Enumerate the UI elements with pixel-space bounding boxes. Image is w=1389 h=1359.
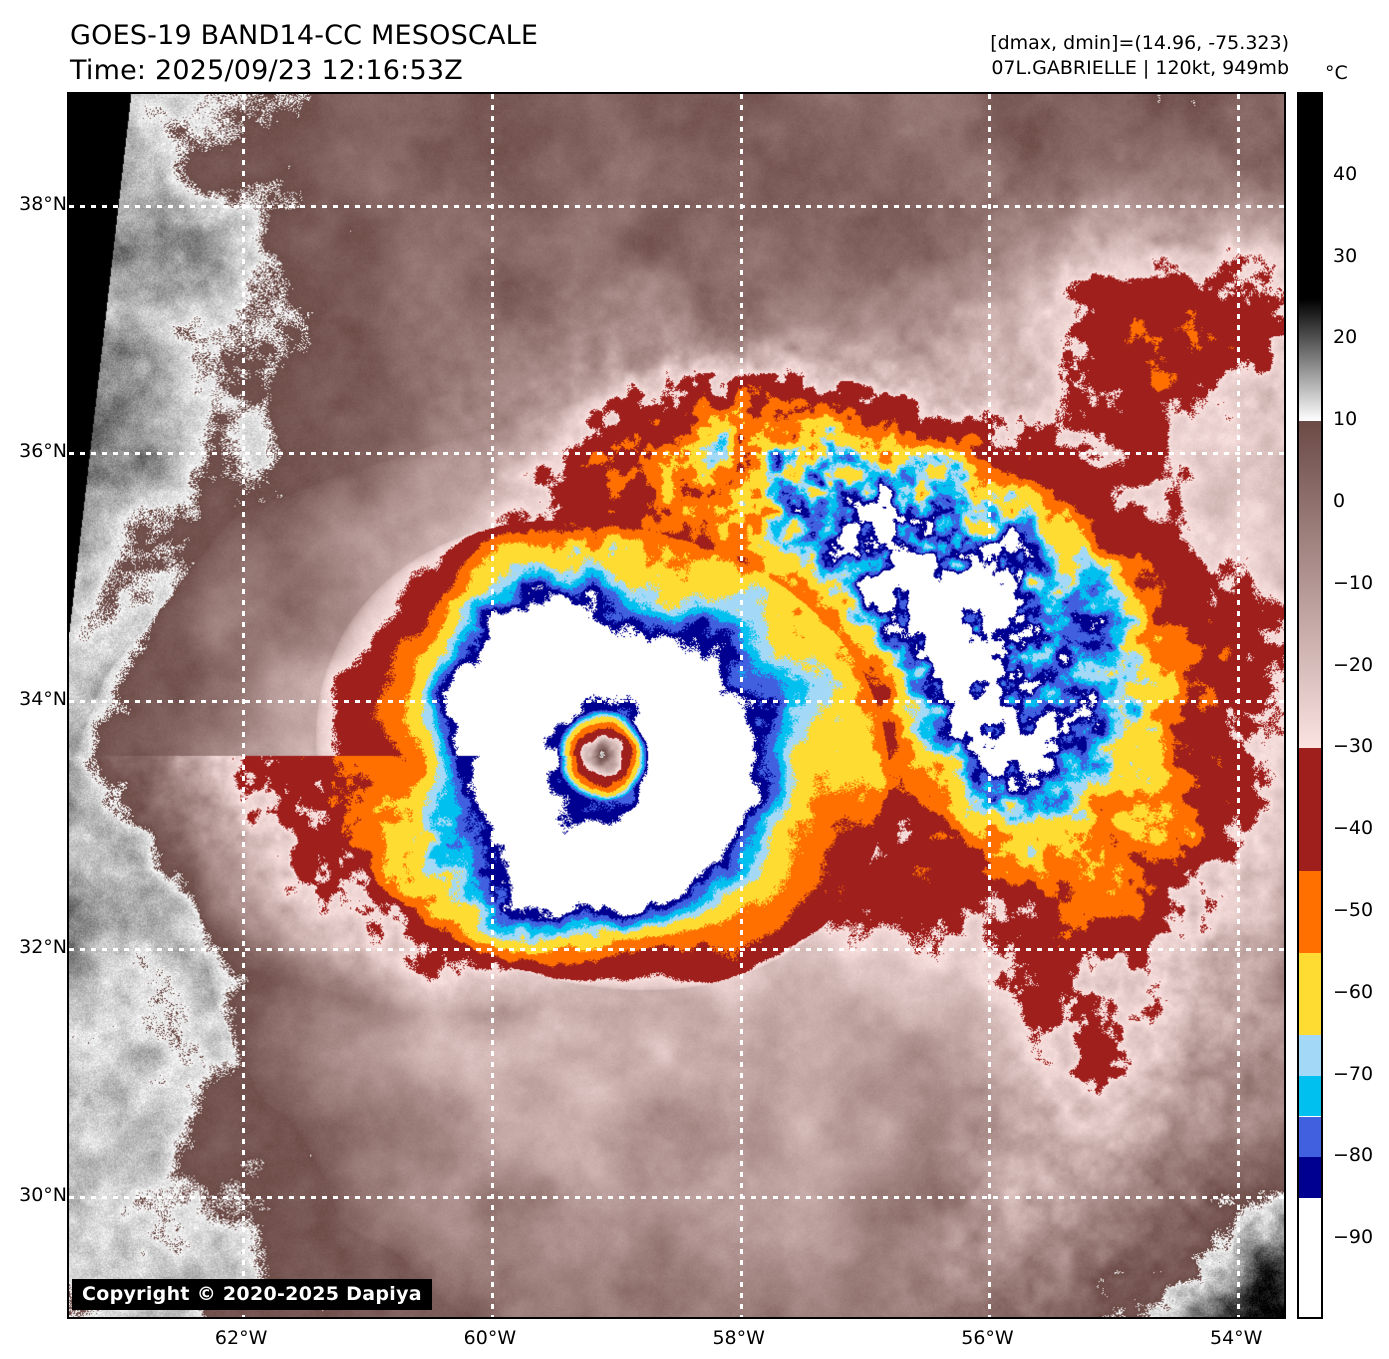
lat-tick-label-38: 38°N: [19, 192, 67, 215]
colorbar-tick-10: 10: [1333, 408, 1358, 431]
colorbar-tick--90: −90: [1333, 1226, 1374, 1249]
colorbar-gradient: [1299, 94, 1321, 1317]
satellite-imagery-canvas: [69, 94, 1284, 1317]
timestamp-line: Time: 2025/09/23 12:16:53Z: [70, 55, 463, 87]
colorbar-tick--20: −20: [1333, 653, 1374, 676]
title-block: GOES-19 BAND14-CC MESOSCALE Time: 2025/0…: [70, 18, 538, 88]
lat-tick-label-34: 34°N: [19, 688, 67, 711]
satellite-image-plot[interactable]: [67, 92, 1286, 1319]
colorbar-tick-40: 40: [1333, 162, 1358, 185]
colorbar-tick-0: 0: [1333, 490, 1346, 512]
colorbar-segment-orange: [1299, 871, 1321, 953]
lat-tick-label-32: 32°N: [19, 936, 67, 959]
metadata-block: [dmax, dmin]=(14.96, -75.323) 07L.GABRIE…: [990, 31, 1289, 82]
colorbar-segment-light-blue: [1299, 1034, 1321, 1076]
colorbar-tick--10: −10: [1333, 571, 1374, 594]
colorbar-segment-black-hot: [1299, 94, 1321, 299]
lon-tick-label-60: 60°W: [463, 1327, 517, 1349]
lon-tick-label-58: 58°W: [712, 1327, 765, 1349]
colorbar-segment-dark-red: [1299, 748, 1321, 872]
colorbar-segment-yellow: [1299, 952, 1321, 1035]
lon-tick-label-56: 56°W: [961, 1327, 1014, 1349]
colorbar-tick-20: 20: [1333, 326, 1358, 349]
colorbar-tick-30: 30: [1333, 244, 1358, 267]
lat-tick-label-36: 36°N: [19, 440, 67, 463]
colorbar-segment-white-cold: [1299, 1198, 1321, 1317]
lon-tick-label-54: 54°W: [1210, 1327, 1263, 1349]
storm-info-readout: 07L.GABRIELLE | 120kt, 949mb: [991, 57, 1289, 80]
colorbar-tick--80: −80: [1333, 1144, 1374, 1167]
colorbar-tick--30: −30: [1333, 735, 1374, 758]
colorbar-unit-label: °C: [1325, 62, 1348, 84]
colorbar-segment-brown-ramp: [1299, 421, 1321, 749]
colorbar-tick--50: −50: [1333, 899, 1374, 921]
colorbar-segment-gray-ramp: [1299, 298, 1321, 422]
colorbar-segment-cyan: [1299, 1075, 1321, 1117]
dmax-dmin-readout: [dmax, dmin]=(14.96, -75.323): [990, 32, 1289, 54]
colorbar-tick--70: −70: [1333, 1062, 1374, 1085]
temperature-colorbar[interactable]: [1297, 92, 1323, 1319]
copyright-watermark: Copyright © 2020-2025 Dapiya: [72, 1279, 432, 1310]
lat-tick-label-30: 30°N: [19, 1184, 67, 1207]
lon-tick-label-62: 62°W: [214, 1327, 268, 1349]
colorbar-segment-royal-blue: [1299, 1116, 1321, 1158]
colorbar-tick--60: −60: [1333, 980, 1374, 1003]
colorbar-tick--40: −40: [1333, 817, 1374, 840]
colorbar-segment-navy: [1299, 1157, 1321, 1199]
page-title: GOES-19 BAND14-CC MESOSCALE: [70, 20, 539, 51]
